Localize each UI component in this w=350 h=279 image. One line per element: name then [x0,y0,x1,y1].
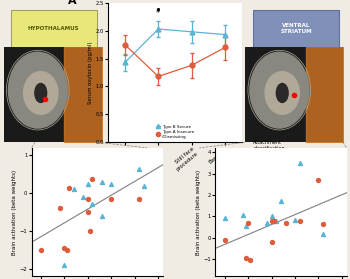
Point [271,218,277,223]
Point [320,232,326,237]
Point [243,256,248,260]
Point [85,182,91,186]
Point [62,263,67,267]
Text: HYPOTHALAMUS: HYPOTHALAMUS [28,26,79,31]
Point [99,180,105,184]
Point [222,216,228,221]
Ellipse shape [265,72,299,114]
Legend: Attachment
classification, Secure, Insecure/
Dismissing: Attachment classification, Secure, Insec… [242,140,285,170]
Point [71,187,77,192]
Point [243,224,248,228]
Point [264,220,270,225]
Point [278,199,284,204]
Point [292,217,298,222]
Point [62,246,67,250]
Ellipse shape [250,52,309,128]
Point [99,214,105,218]
Point [90,177,95,181]
Point [141,183,147,188]
Point [85,197,91,201]
FancyBboxPatch shape [10,10,97,49]
Point [136,197,142,201]
Y-axis label: Brain activation (beta weights): Brain activation (beta weights) [12,169,17,255]
Point [240,213,246,218]
Point [85,210,91,214]
Legend: Type B Secure, Type A Insecure
/Dismissing: Type B Secure, Type A Insecure /Dismissi… [154,123,196,140]
Y-axis label: Brain activation (beta weights): Brain activation (beta weights) [196,169,201,255]
Y-axis label: Serum oxytocin (pg/ml): Serum oxytocin (pg/ml) [88,41,93,104]
Point [38,247,44,252]
Point [80,195,86,199]
Point [283,220,288,225]
Point [269,218,274,223]
Point [222,238,228,242]
Point [87,229,93,233]
Point [108,182,114,186]
Point [297,218,302,223]
Text: *: * [156,9,160,18]
Point [64,247,69,252]
Point [269,240,274,244]
Point [269,214,274,218]
Point [245,220,251,225]
Text: VENTRAL
STRIATUM: VENTRAL STRIATUM [281,23,312,34]
Ellipse shape [8,52,67,128]
Point [90,202,95,207]
Point [66,185,72,190]
Point [57,206,62,210]
Point [273,218,279,223]
FancyBboxPatch shape [253,10,340,49]
Point [247,258,253,262]
Point [320,222,326,226]
Ellipse shape [35,83,47,102]
Ellipse shape [276,83,288,102]
Ellipse shape [23,72,58,114]
Text: A: A [68,0,77,6]
Point [297,161,302,165]
Point [136,166,142,171]
Point [316,178,321,182]
Point [108,197,114,201]
